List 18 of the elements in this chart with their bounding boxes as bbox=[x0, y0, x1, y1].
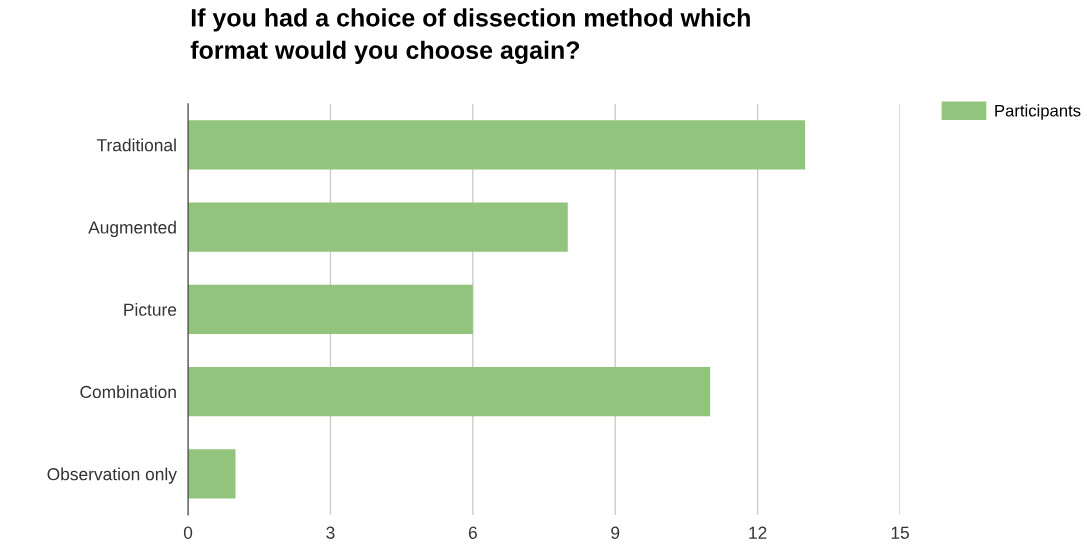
x-tick-label: 0 bbox=[183, 526, 193, 539]
y-tick-label: Traditional bbox=[96, 138, 176, 152]
chart-title: If you had a choice of dissection method which format would you choose again? bbox=[190, 8, 750, 65]
bar bbox=[188, 284, 473, 335]
x-tick-label: 12 bbox=[749, 526, 767, 539]
x-tick-label: 3 bbox=[326, 526, 335, 539]
y-tick-label: Observation only bbox=[47, 467, 177, 484]
bar bbox=[188, 202, 568, 252]
y-tick-label: Combination bbox=[80, 385, 176, 399]
x-tick-label: 15 bbox=[891, 526, 909, 539]
y-tick-label: Picture bbox=[124, 303, 177, 316]
bar bbox=[188, 449, 236, 499]
x-tick-label: 6 bbox=[468, 526, 477, 539]
y-tick-label: Augmented bbox=[88, 220, 176, 238]
bar bbox=[188, 366, 711, 417]
x-tick-label: 9 bbox=[611, 526, 620, 539]
bar bbox=[188, 120, 806, 170]
legend-label: Participants bbox=[995, 104, 1081, 120]
